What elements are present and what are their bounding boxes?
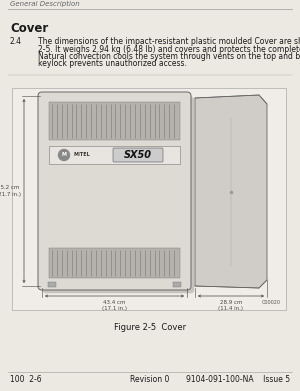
Bar <box>48 282 56 287</box>
Polygon shape <box>195 95 267 288</box>
Text: Revision 0: Revision 0 <box>130 375 170 384</box>
Text: General Description: General Description <box>10 1 80 7</box>
Bar <box>173 282 181 287</box>
Text: 43.4 cm
(17.1 in.): 43.4 cm (17.1 in.) <box>102 300 127 311</box>
Text: Cover: Cover <box>10 22 48 35</box>
FancyBboxPatch shape <box>38 92 191 290</box>
Bar <box>49 102 180 140</box>
Text: keylock prevents unauthorized access.: keylock prevents unauthorized access. <box>38 59 187 68</box>
Bar <box>49 146 180 164</box>
Text: MITEL: MITEL <box>74 152 91 158</box>
Text: SX50: SX50 <box>124 150 152 160</box>
Text: 28.9 cm
(11.4 in.): 28.9 cm (11.4 in.) <box>218 300 244 311</box>
Text: Figure 2-5  Cover: Figure 2-5 Cover <box>114 323 186 332</box>
Text: M: M <box>61 152 67 158</box>
Text: 2.4: 2.4 <box>10 37 22 46</box>
Text: 9104-091-100-NA    Issue 5: 9104-091-100-NA Issue 5 <box>186 375 290 384</box>
Text: 100  2-6: 100 2-6 <box>10 375 42 384</box>
Circle shape <box>58 149 70 160</box>
Bar <box>49 248 180 278</box>
Text: 2-5. It weighs 2.94 kg (6.48 lb) and covers and protects the complete SX-50 syst: 2-5. It weighs 2.94 kg (6.48 lb) and cov… <box>38 45 300 54</box>
Text: Natural convection cools the system through vents on the top and bottom. An inte: Natural convection cools the system thro… <box>38 52 300 61</box>
FancyBboxPatch shape <box>113 148 163 162</box>
Text: C00020: C00020 <box>262 300 281 305</box>
Text: The dimensions of the impact-resistant plastic moulded Cover are shown in Figure: The dimensions of the impact-resistant p… <box>38 37 300 46</box>
FancyBboxPatch shape <box>43 97 194 293</box>
Bar <box>12 88 286 310</box>
Text: 55.2 cm
(21.7 in.): 55.2 cm (21.7 in.) <box>0 185 21 197</box>
